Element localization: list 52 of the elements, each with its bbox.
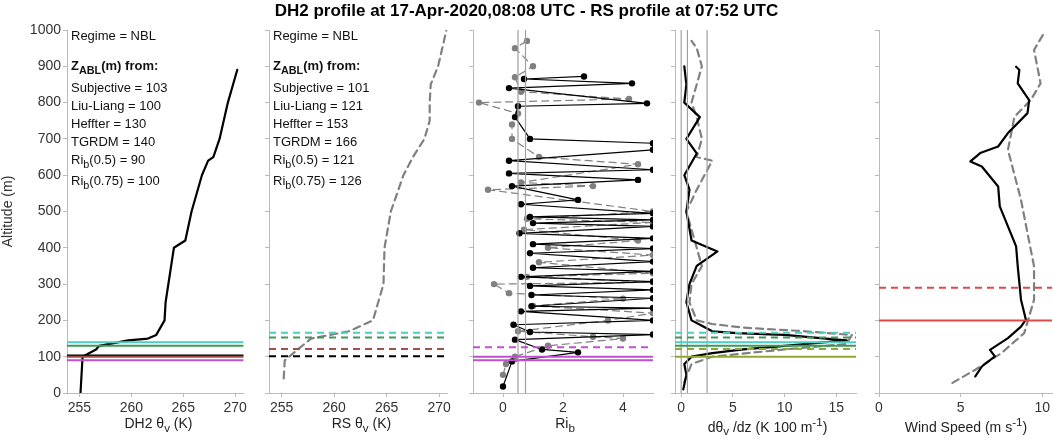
- x-axis-title: RS θ$_{v}$ (K): [330, 415, 393, 434]
- annotation: Ri$_{b}$(0.75) = 100: [71, 172, 161, 193]
- x-tick-label: 5: [956, 399, 965, 416]
- annotation: Liu-Liang = 100: [71, 96, 162, 115]
- x-tick-label: 255: [67, 399, 92, 416]
- annotation: Liu-Liang = 121: [273, 96, 364, 115]
- annotation: Heffter = 130: [71, 114, 148, 133]
- y-tick-label: 500: [37, 202, 62, 219]
- annotation: Subjective = 103: [71, 78, 168, 97]
- annotation: Z$_{ABL}$(m) from:: [71, 57, 160, 78]
- x-tick-label: 270: [223, 399, 248, 416]
- x-tick-label: 270: [427, 399, 452, 416]
- x-tick-label: 10: [1034, 399, 1051, 416]
- annotation: Ri$_{b}$(0.5) = 90: [71, 150, 147, 172]
- y-tick-label: 0: [53, 383, 62, 400]
- y-tick-label: 700: [37, 129, 62, 146]
- annotation: Regime = NBL: [71, 27, 157, 45]
- annotation: Regime = NBL: [273, 27, 359, 45]
- x-tick-label: 15: [828, 399, 845, 416]
- x-tick-label: 10: [776, 399, 793, 416]
- annotation: Ri$_{b}$(0.75) = 126: [273, 172, 363, 193]
- x-tick-label: 4: [619, 399, 628, 416]
- annotation: Ri$_{b}$(0.5) = 121: [273, 150, 356, 172]
- y-tick-label: 400: [37, 238, 62, 255]
- x-tick-label: 2: [559, 399, 568, 416]
- x-tick-label: 260: [322, 399, 347, 416]
- x-axis-title: Wind Speed (m s$^{-1}$): [903, 415, 1029, 435]
- annotation: TGRDM = 166: [273, 132, 359, 151]
- y-axis-title: Altitude (m): [0, 175, 16, 248]
- x-axis-title: dθ$_{v}$ /dz (K 100 m$^{-1}$): [706, 415, 829, 438]
- y-tick-label: 600: [37, 166, 62, 183]
- annotation: Subjective = 101: [273, 78, 370, 97]
- x-tick-label: 5: [729, 399, 738, 416]
- x-tick-label: 0: [499, 399, 508, 416]
- y-tick-label: 300: [37, 274, 62, 291]
- x-tick-label: 255: [269, 399, 294, 416]
- x-tick-label: 260: [119, 399, 144, 416]
- chart-title: DH2 profile at 17-Apr-2020,08:08 UTC - RS profile at 07:52 UTC: [273, 1, 780, 21]
- x-tick-label: 265: [171, 399, 196, 416]
- x-tick-label: 0: [875, 399, 884, 416]
- x-axis-title: DH2 θ$_{v}$ (K): [123, 415, 194, 434]
- annotation: Z$_{ABL}$(m) from:: [273, 57, 362, 78]
- x-tick-label: 265: [374, 399, 399, 416]
- x-axis-title: Ri$_{b}$: [554, 415, 576, 434]
- y-tick-label: 100: [37, 347, 62, 364]
- y-tick-label: 200: [37, 311, 62, 328]
- y-tick-label: 900: [37, 57, 62, 74]
- x-tick-label: 0: [677, 399, 686, 416]
- y-tick-label: 1000: [29, 20, 62, 37]
- annotation: Heffter = 153: [273, 114, 350, 133]
- annotation: TGRDM = 140: [71, 132, 157, 151]
- y-tick-label: 800: [37, 93, 62, 110]
